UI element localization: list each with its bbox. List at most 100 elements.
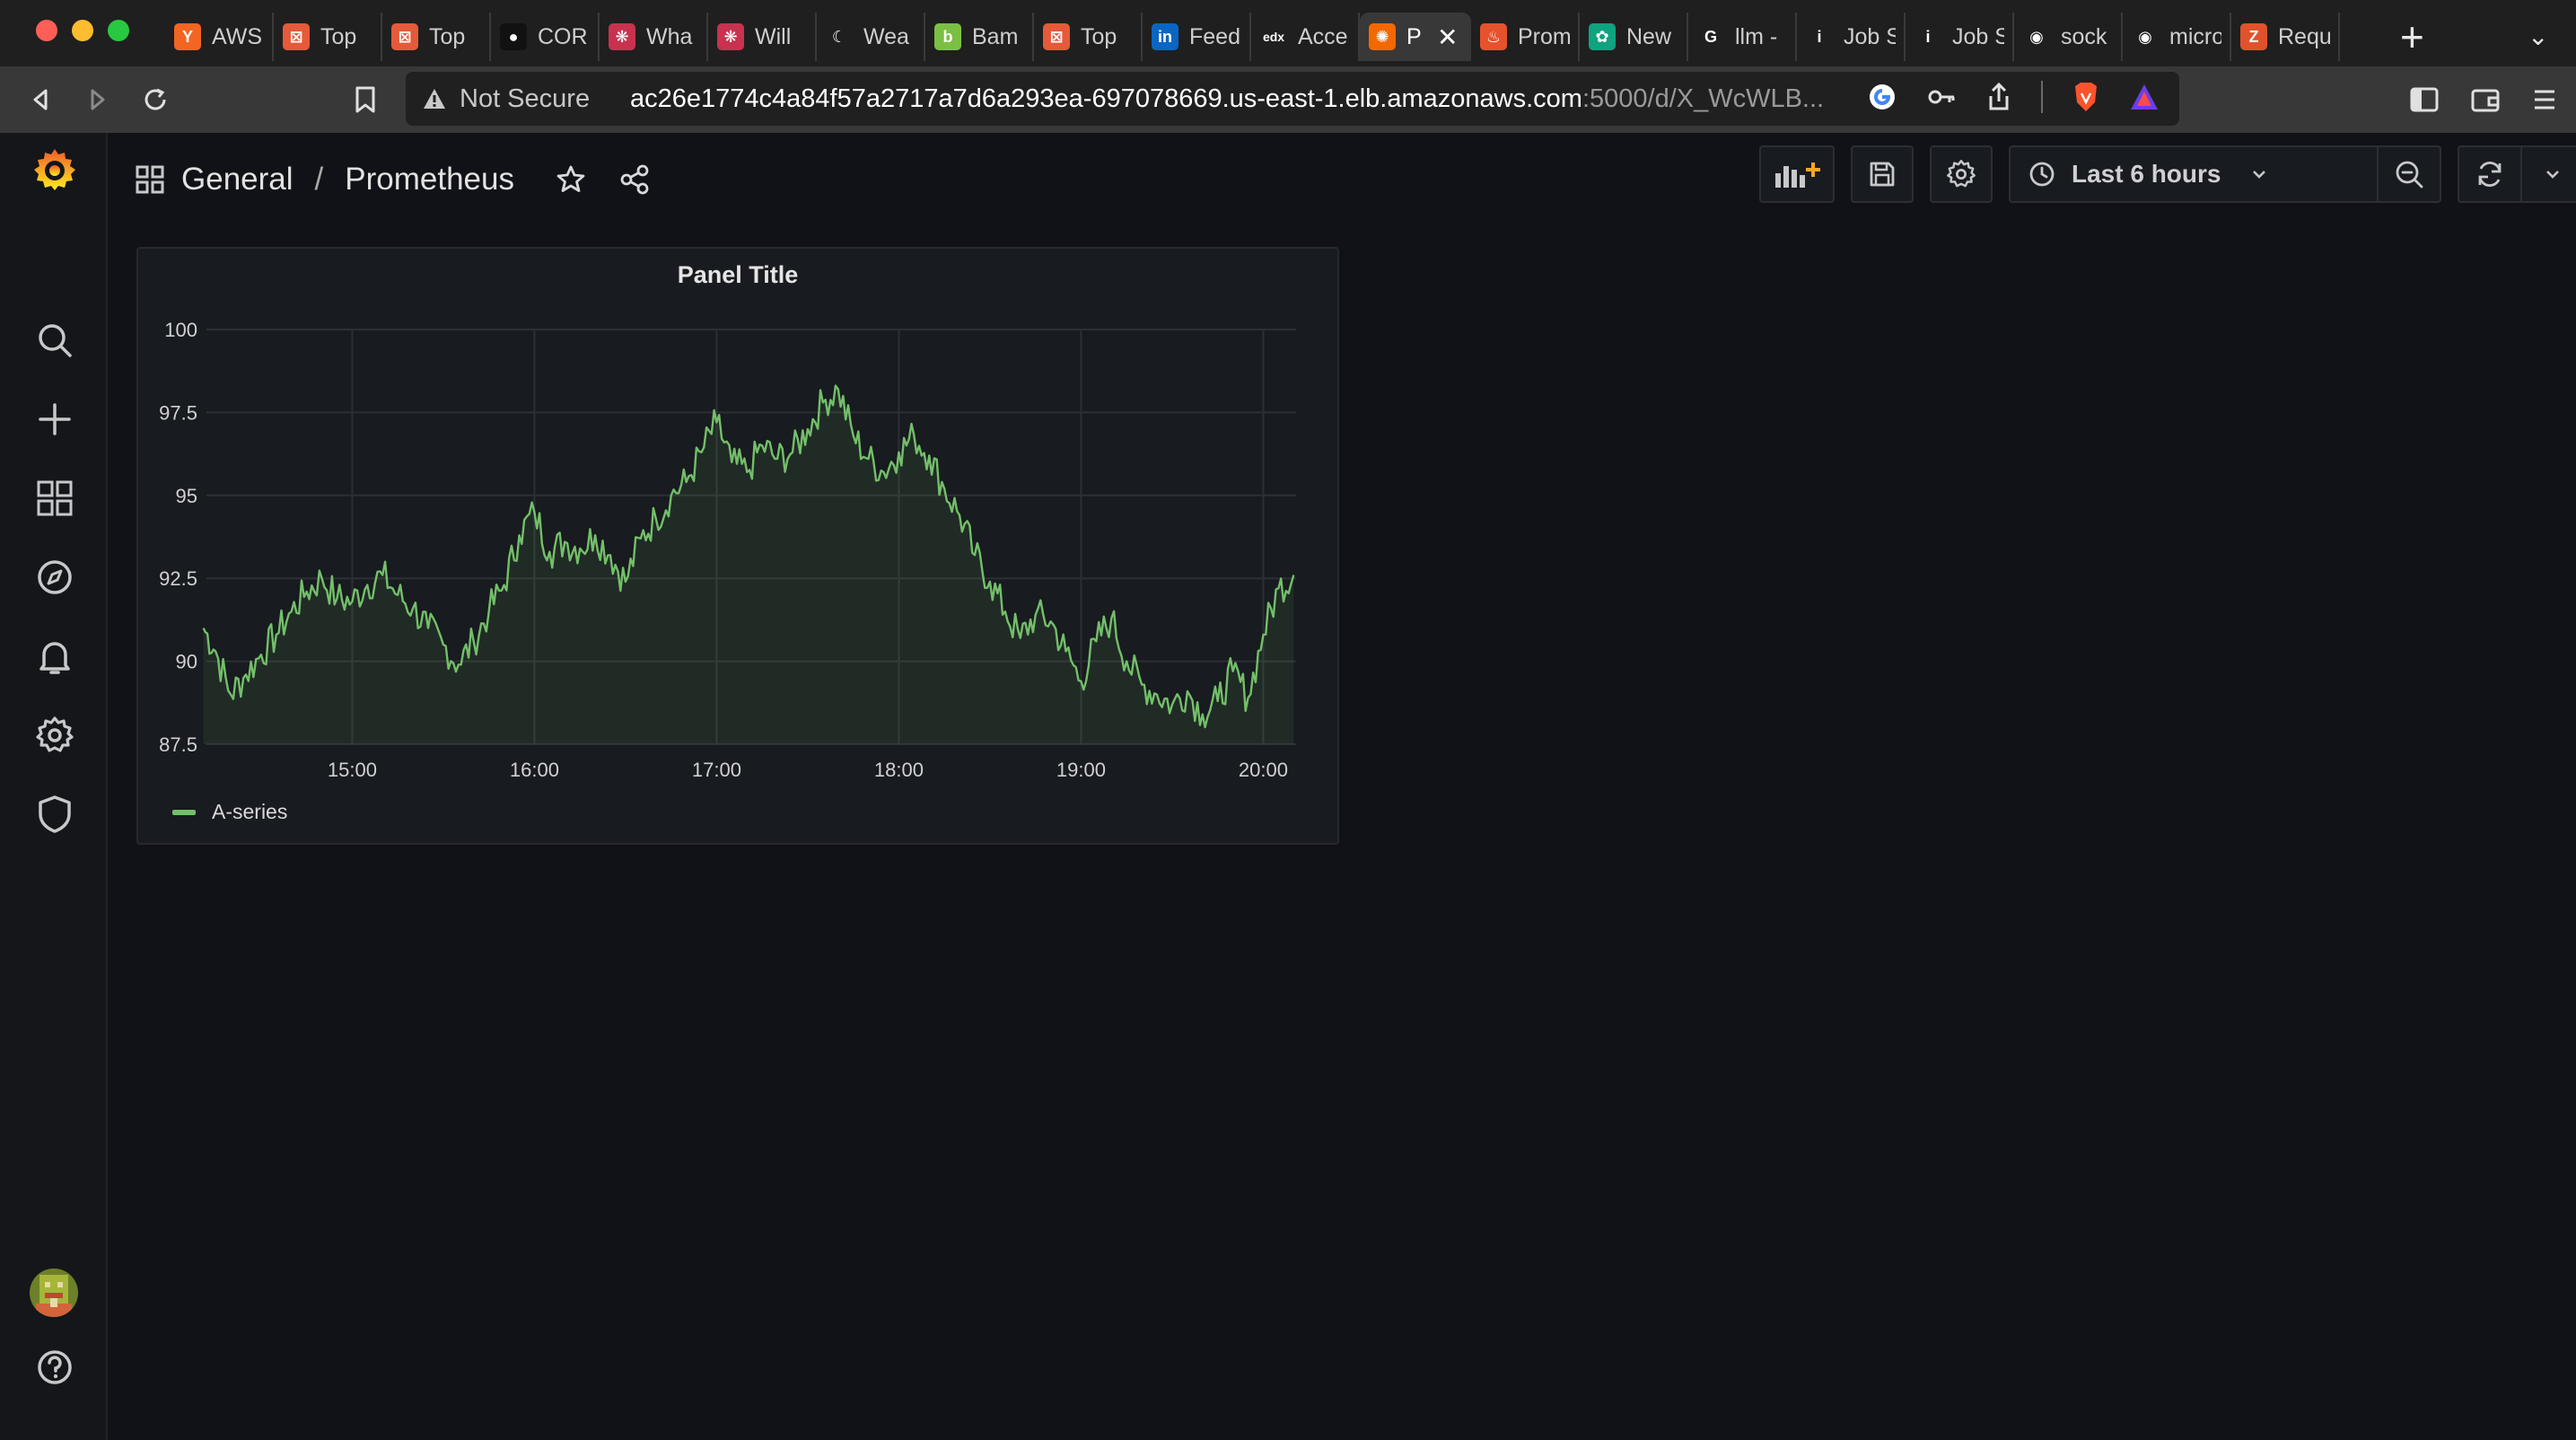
time-range-picker[interactable]: Last 6 hours: [2009, 145, 2379, 203]
browser-tab[interactable]: ● COR: [491, 13, 600, 61]
zapier-icon: Z: [2240, 23, 2267, 50]
y-tick-label: 87.5: [159, 733, 197, 756]
tab-list-chevron-icon[interactable]: ⌄: [2528, 22, 2549, 50]
browser-tab[interactable]: ❋ Wha: [600, 13, 708, 61]
dashboard-settings-button[interactable]: [1930, 145, 1993, 203]
browser-tab[interactable]: b Bam: [925, 13, 1034, 61]
react-icon: ❋: [717, 23, 744, 50]
brave-rewards-icon[interactable]: [2129, 83, 2160, 111]
close-tab-icon[interactable]: ✕: [1437, 22, 1459, 51]
chevron-down-icon: [2546, 171, 2559, 179]
bamboo-icon: b: [934, 23, 961, 50]
panel-title[interactable]: Panel Title: [677, 261, 799, 288]
search-icon[interactable]: [34, 320, 75, 361]
key-icon[interactable]: [1926, 82, 1957, 112]
forward-button[interactable]: [77, 79, 118, 120]
alerting-bell-icon[interactable]: [34, 636, 75, 677]
browser-tab[interactable]: ◉ sock: [2014, 13, 2123, 61]
refresh-dashboard-button[interactable]: [2458, 145, 2522, 203]
dashboard-grid-icon: [136, 165, 164, 194]
x-tick-label: 18:00: [874, 759, 924, 781]
google-icon: G: [1704, 27, 1717, 46]
new-tab-button[interactable]: +: [2400, 13, 2424, 60]
wallet-button[interactable]: [2465, 79, 2506, 120]
dashboards-grid-icon[interactable]: [34, 478, 75, 519]
zoom-out-icon: [2396, 161, 2423, 189]
graph-panel[interactable]: Panel Title 87.5 90 92.5 95 97.5 100 15:00 16:0…: [136, 247, 1339, 845]
x-tick-label: 15:00: [328, 759, 377, 781]
browser-tab[interactable]: edx Acce: [1251, 13, 1360, 61]
window-close-button[interactable]: [36, 20, 57, 41]
tab-title: llm -: [1735, 23, 1778, 49]
breadcrumb-separator: /: [314, 162, 324, 197]
hamburger-menu-icon: [2535, 90, 2554, 110]
grafana-logo-icon[interactable]: [31, 145, 79, 194]
window-zoom-button[interactable]: [108, 20, 129, 41]
save-dashboard-button[interactable]: [1851, 145, 1914, 203]
back-button[interactable]: [20, 79, 61, 120]
browser-toolbar: Not Secure ac26e1774c4a84f57a2717a7d6a29…: [0, 66, 2576, 133]
edx-icon: edx: [1260, 23, 1287, 50]
browser-tab[interactable]: ✺ P ✕: [1360, 13, 1471, 61]
reload-icon: [145, 88, 166, 110]
brave-shield-icon[interactable]: [2072, 81, 2100, 113]
chatgpt-icon: ✿: [1589, 23, 1616, 50]
browser-tab[interactable]: i Job S: [1797, 13, 1906, 61]
back-icon: [33, 89, 48, 110]
moon-icon: ☾: [826, 23, 853, 50]
bookmark-button[interactable]: [345, 79, 386, 120]
y-tick-label: 90: [176, 651, 197, 673]
legend-series-label[interactable]: A-series: [212, 800, 288, 823]
plus-icon[interactable]: [34, 399, 75, 440]
browser-tab[interactable]: ❋ Will: [708, 13, 817, 61]
browser-tab[interactable]: ♨ Prom: [1471, 13, 1580, 61]
zoom-out-button[interactable]: [2377, 145, 2441, 203]
browser-tab[interactable]: ⊠ Top: [1034, 13, 1143, 61]
share-icon[interactable]: [1985, 82, 2012, 112]
tab-title: AWS: [212, 23, 263, 49]
configuration-gear-icon[interactable]: [34, 715, 75, 756]
browser-tab[interactable]: ⊠ Top: [274, 13, 382, 61]
google-lens-icon[interactable]: [1867, 82, 1897, 112]
reload-button[interactable]: [135, 79, 176, 120]
url-text[interactable]: ac26e1774c4a84f57a2717a7d6a293ea-6970786…: [630, 84, 1824, 114]
react-icon: ❋: [609, 23, 635, 50]
warning-icon: [424, 89, 445, 109]
tab-title: Wha: [646, 23, 693, 49]
refresh-interval-dropdown[interactable]: [2520, 145, 2576, 203]
tab-title: Job S: [1844, 23, 1896, 49]
star-icon[interactable]: [556, 164, 586, 195]
tab-title: sock: [2061, 23, 2107, 49]
not-secure-label: Not Secure: [460, 83, 591, 113]
add-panel-icon: [1775, 162, 1820, 188]
explore-compass-icon[interactable]: [34, 557, 75, 598]
tab-title: Prom: [1518, 23, 1570, 49]
legend-color-swatch: [172, 809, 196, 815]
address-bar[interactable]: Not Secure ac26e1774c4a84f57a2717a7d6a29…: [406, 72, 2179, 126]
security-indicator[interactable]: Not Secure: [422, 84, 590, 114]
browser-tab[interactable]: Z Requ: [2231, 13, 2340, 61]
time-series-chart[interactable]: 87.5 90 92.5 95 97.5 100 15:00 16:00 17:00 18:00 1…: [138, 249, 1341, 787]
browser-tab[interactable]: ✿ New: [1580, 13, 1688, 61]
browser-tab[interactable]: ◉ micro: [2123, 13, 2231, 61]
breadcrumb-folder-link[interactable]: General: [181, 162, 294, 197]
github-icon: ◉: [2029, 27, 2044, 46]
grafana-icon: ✺: [1369, 23, 1396, 50]
browser-menu-button[interactable]: [2524, 79, 2565, 120]
dashboard-title[interactable]: Prometheus: [345, 162, 514, 197]
browser-tab[interactable]: i Job S: [1906, 13, 2014, 61]
server-admin-shield-icon[interactable]: [34, 794, 75, 835]
share-dashboard-icon[interactable]: [618, 163, 651, 196]
tab-title: Job S: [1952, 23, 2004, 49]
window-minimize-button[interactable]: [72, 20, 93, 41]
browser-tab[interactable]: Y AWS: [165, 13, 274, 61]
series-line-a-series[interactable]: [202, 384, 1295, 729]
browser-tab[interactable]: in Feed: [1143, 13, 1251, 61]
help-icon[interactable]: [34, 1347, 75, 1388]
user-avatar[interactable]: [29, 1268, 79, 1318]
browser-tab[interactable]: ⊠ Top: [382, 13, 491, 61]
sidebar-toggle-button[interactable]: [2404, 79, 2445, 120]
add-panel-button[interactable]: [1759, 145, 1835, 203]
browser-tab[interactable]: ☾ Wea: [817, 13, 925, 61]
